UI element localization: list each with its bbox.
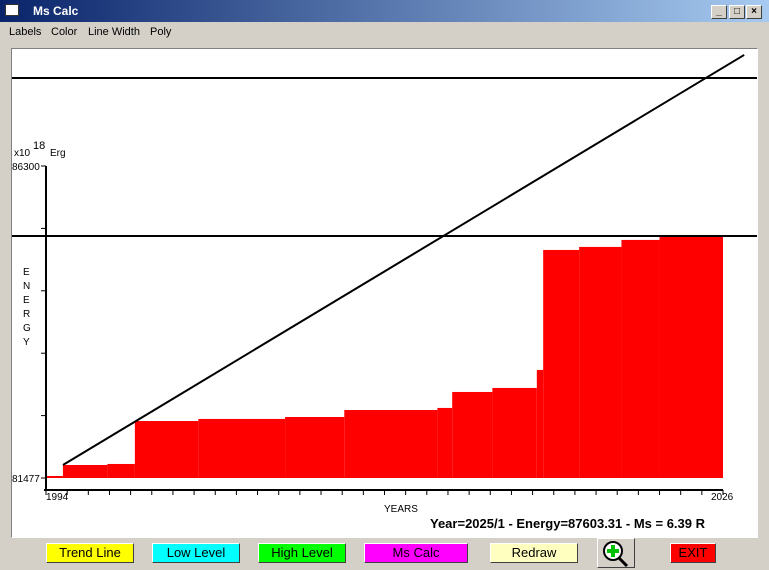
energy-step-bar	[134, 421, 199, 478]
y-axis-label-letter: N	[23, 281, 30, 292]
y-axis-label-letter: E	[23, 295, 30, 306]
maximize-button[interactable]: □	[729, 5, 745, 19]
status-readout: Year=2025/1 - Energy=87603.31 - Ms = 6.3…	[430, 516, 705, 531]
energy-step-bar	[492, 387, 537, 478]
high-level-button[interactable]: High Level	[258, 543, 346, 563]
energy-step-bar	[344, 410, 438, 478]
close-button[interactable]: ×	[746, 5, 762, 19]
exit-button[interactable]: EXIT	[670, 543, 716, 563]
y-tick-label-max: 86300	[12, 162, 40, 173]
redraw-button[interactable]: Redraw	[490, 543, 578, 563]
y-axis-label-letter: E	[23, 267, 30, 278]
energy-step-bar	[543, 249, 580, 478]
trend-line	[62, 54, 745, 466]
x-tick-label-min: 1994	[46, 492, 69, 503]
unit-exponent: 18	[33, 140, 45, 152]
energy-step-bar	[46, 475, 63, 478]
energy-step-bar	[452, 391, 493, 478]
unit-prefix: x10	[14, 148, 31, 159]
energy-step-bar	[62, 464, 108, 478]
energy-step-bar	[579, 246, 622, 478]
y-tick-label-min: 81477	[12, 474, 40, 485]
energy-step-bar	[659, 236, 723, 478]
menu-poly[interactable]: Poly	[150, 26, 172, 38]
zoom-button[interactable]	[597, 538, 635, 568]
window-title: Ms Calc	[33, 4, 79, 18]
energy-step-bar	[536, 369, 544, 478]
trend-line-button[interactable]: Trend Line	[46, 543, 134, 563]
app-icon	[5, 4, 19, 16]
ms-calc-button[interactable]: Ms Calc	[364, 543, 468, 563]
y-axis-label-letter: G	[23, 323, 31, 334]
x-tick-label-max: 2026	[711, 492, 734, 503]
menu-bar: Labels Color Line Width Poly	[0, 22, 769, 42]
energy-step-bar	[621, 239, 660, 478]
menu-labels[interactable]: Labels	[9, 26, 42, 38]
energy-step-bar	[285, 416, 345, 478]
energy-step-bar	[107, 463, 135, 478]
energy-step-bar	[198, 418, 286, 478]
minimize-button[interactable]: _	[711, 5, 727, 19]
energy-step-bar	[437, 407, 453, 478]
zoom-in-icon	[603, 541, 629, 567]
low-level-button[interactable]: Low Level	[152, 543, 240, 563]
title-bar: Ms Calc _ □ ×	[0, 0, 769, 22]
menu-color[interactable]: Color	[51, 26, 78, 38]
x-axis-label: YEARS	[384, 504, 418, 515]
y-axis-label-letter: R	[23, 309, 30, 320]
y-axis-label-letter: Y	[23, 337, 30, 348]
unit-label: Erg	[50, 148, 66, 159]
menu-line-width[interactable]: Line Width	[88, 26, 140, 38]
